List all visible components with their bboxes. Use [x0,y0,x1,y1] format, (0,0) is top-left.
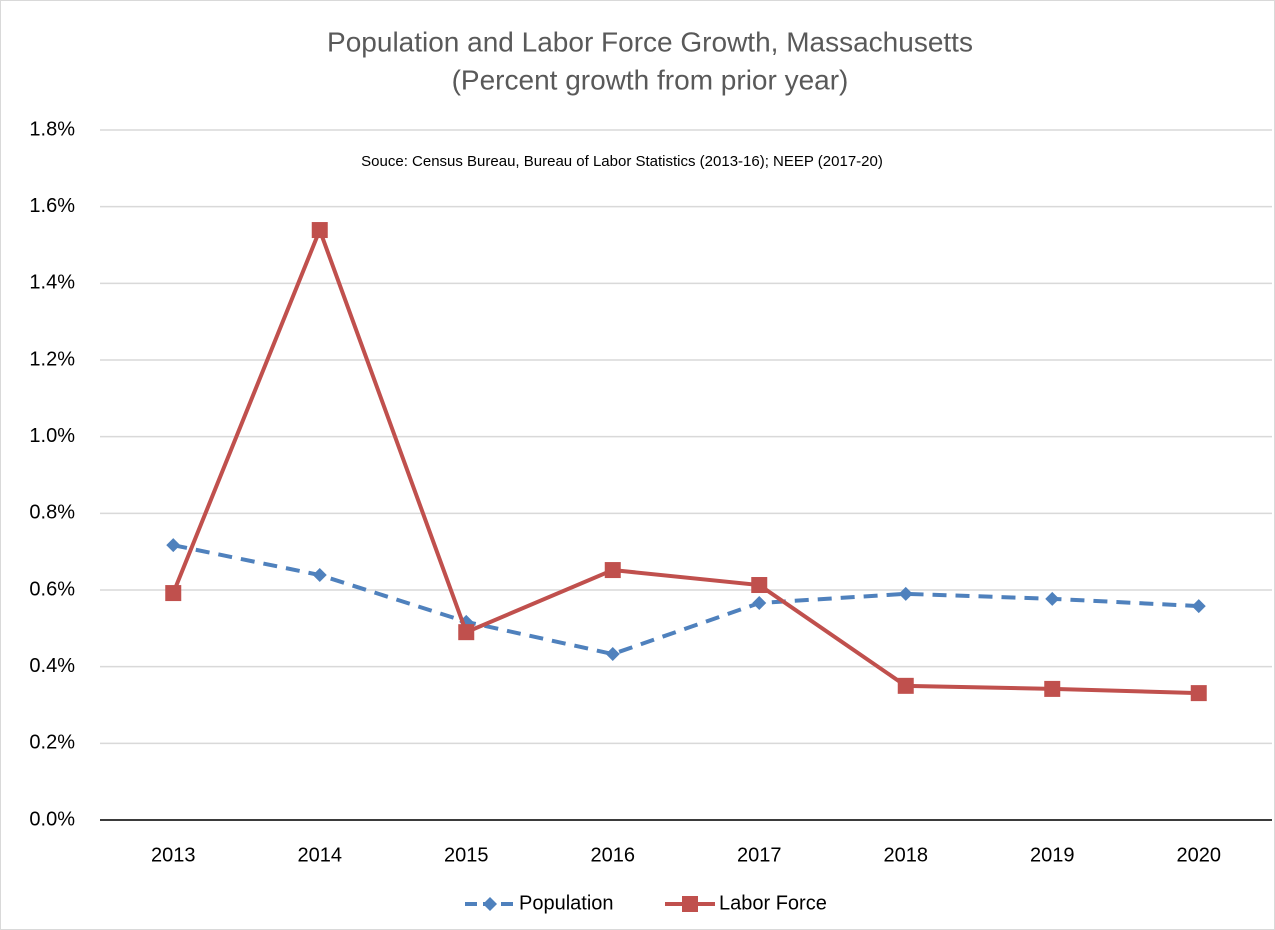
legend-marker [682,896,698,912]
point [458,624,475,641]
point [897,677,914,694]
x-tick-label: 2019 [1030,844,1075,866]
legend-marker [483,897,497,911]
legend-label: Population [519,892,614,914]
point [1190,685,1207,702]
x-tick-label: 2018 [884,844,929,866]
y-tick-label: 1.6% [29,195,75,217]
point [898,586,913,601]
point [1044,680,1061,697]
y-tick-label: 1.8% [29,118,75,140]
x-tick-label: 2013 [151,844,196,866]
point [1045,591,1060,606]
chart-subtitle: (Percent growth from prior year) [452,64,849,95]
point [605,647,620,662]
point [1191,599,1206,614]
point [751,577,768,594]
y-tick-label: 0.4% [29,655,75,677]
y-tick-label: 0.0% [29,808,75,830]
point [604,562,621,579]
y-tick-label: 0.8% [29,502,75,524]
point [166,538,181,553]
legend-label: Labor Force [719,892,827,914]
y-tick-label: 0.6% [29,578,75,600]
chart-title: Population and Labor Force Growth, Massa… [327,26,973,57]
x-tick-label: 2014 [298,844,343,866]
point [752,596,767,611]
x-tick-label: 2020 [1177,844,1222,866]
series-line [171,224,1199,696]
x-tick-label: 2015 [444,844,489,866]
annotation: Souce: Census Bureau, Bureau of Labor St… [361,153,883,170]
point [311,222,328,239]
y-tick-label: 0.2% [29,732,75,754]
x-tick-label: 2017 [737,844,782,866]
x-tick-label: 2016 [591,844,636,866]
point [312,568,327,583]
point [165,585,182,602]
y-tick-label: 1.2% [29,348,75,370]
y-tick-label: 1.0% [29,425,75,447]
series-line [172,543,1199,657]
y-tick-label: 1.4% [29,272,75,294]
